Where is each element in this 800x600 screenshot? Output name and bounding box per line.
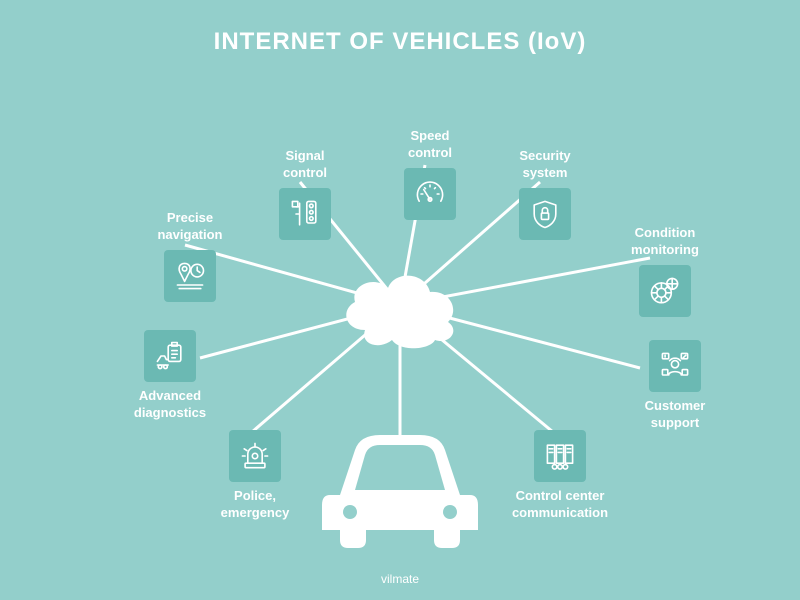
node-label: Advanceddiagnostics (110, 388, 230, 422)
tire-icon (639, 265, 691, 317)
node-label: Precisenavigation (130, 210, 250, 244)
node-label: Conditionmonitoring (605, 225, 725, 259)
node-security-system: Securitysystem (485, 148, 605, 240)
node-label: Securitysystem (485, 148, 605, 182)
diagnostics-icon (144, 330, 196, 382)
page-title: INTERNET OF VEHICLES (IoV) (0, 28, 800, 56)
node-speed-control: Speedcontrol (370, 128, 490, 220)
node-signal-control: Signalcontrol (245, 148, 365, 240)
footer-credit: vilmate (0, 572, 800, 586)
control-center-icon (534, 430, 586, 482)
node-label: Signalcontrol (245, 148, 365, 182)
node-customer-support: Customersupport (615, 340, 735, 432)
node-advanced-diagnostics: Advanceddiagnostics (110, 330, 230, 422)
node-condition-monitoring: Conditionmonitoring (605, 225, 725, 317)
infographic-canvas: INTERNET OF VEHICLES (IoV) Precisenaviga… (0, 0, 800, 600)
node-precise-navigation: Precisenavigation (130, 210, 250, 302)
car-icon (310, 400, 490, 550)
traffic-light-icon (279, 188, 331, 240)
map-pin-icon (164, 250, 216, 302)
node-police-emergency: Police,emergency (195, 430, 315, 522)
cloud-icon (330, 260, 470, 350)
siren-icon (229, 430, 281, 482)
node-label: Customersupport (615, 398, 735, 432)
support-icon (649, 340, 701, 392)
shield-lock-icon (519, 188, 571, 240)
node-label: Speedcontrol (370, 128, 490, 162)
node-label: Police,emergency (195, 488, 315, 522)
node-label: Control centercommunication (500, 488, 620, 522)
speedometer-icon (404, 168, 456, 220)
node-control-center: Control centercommunication (500, 430, 620, 522)
